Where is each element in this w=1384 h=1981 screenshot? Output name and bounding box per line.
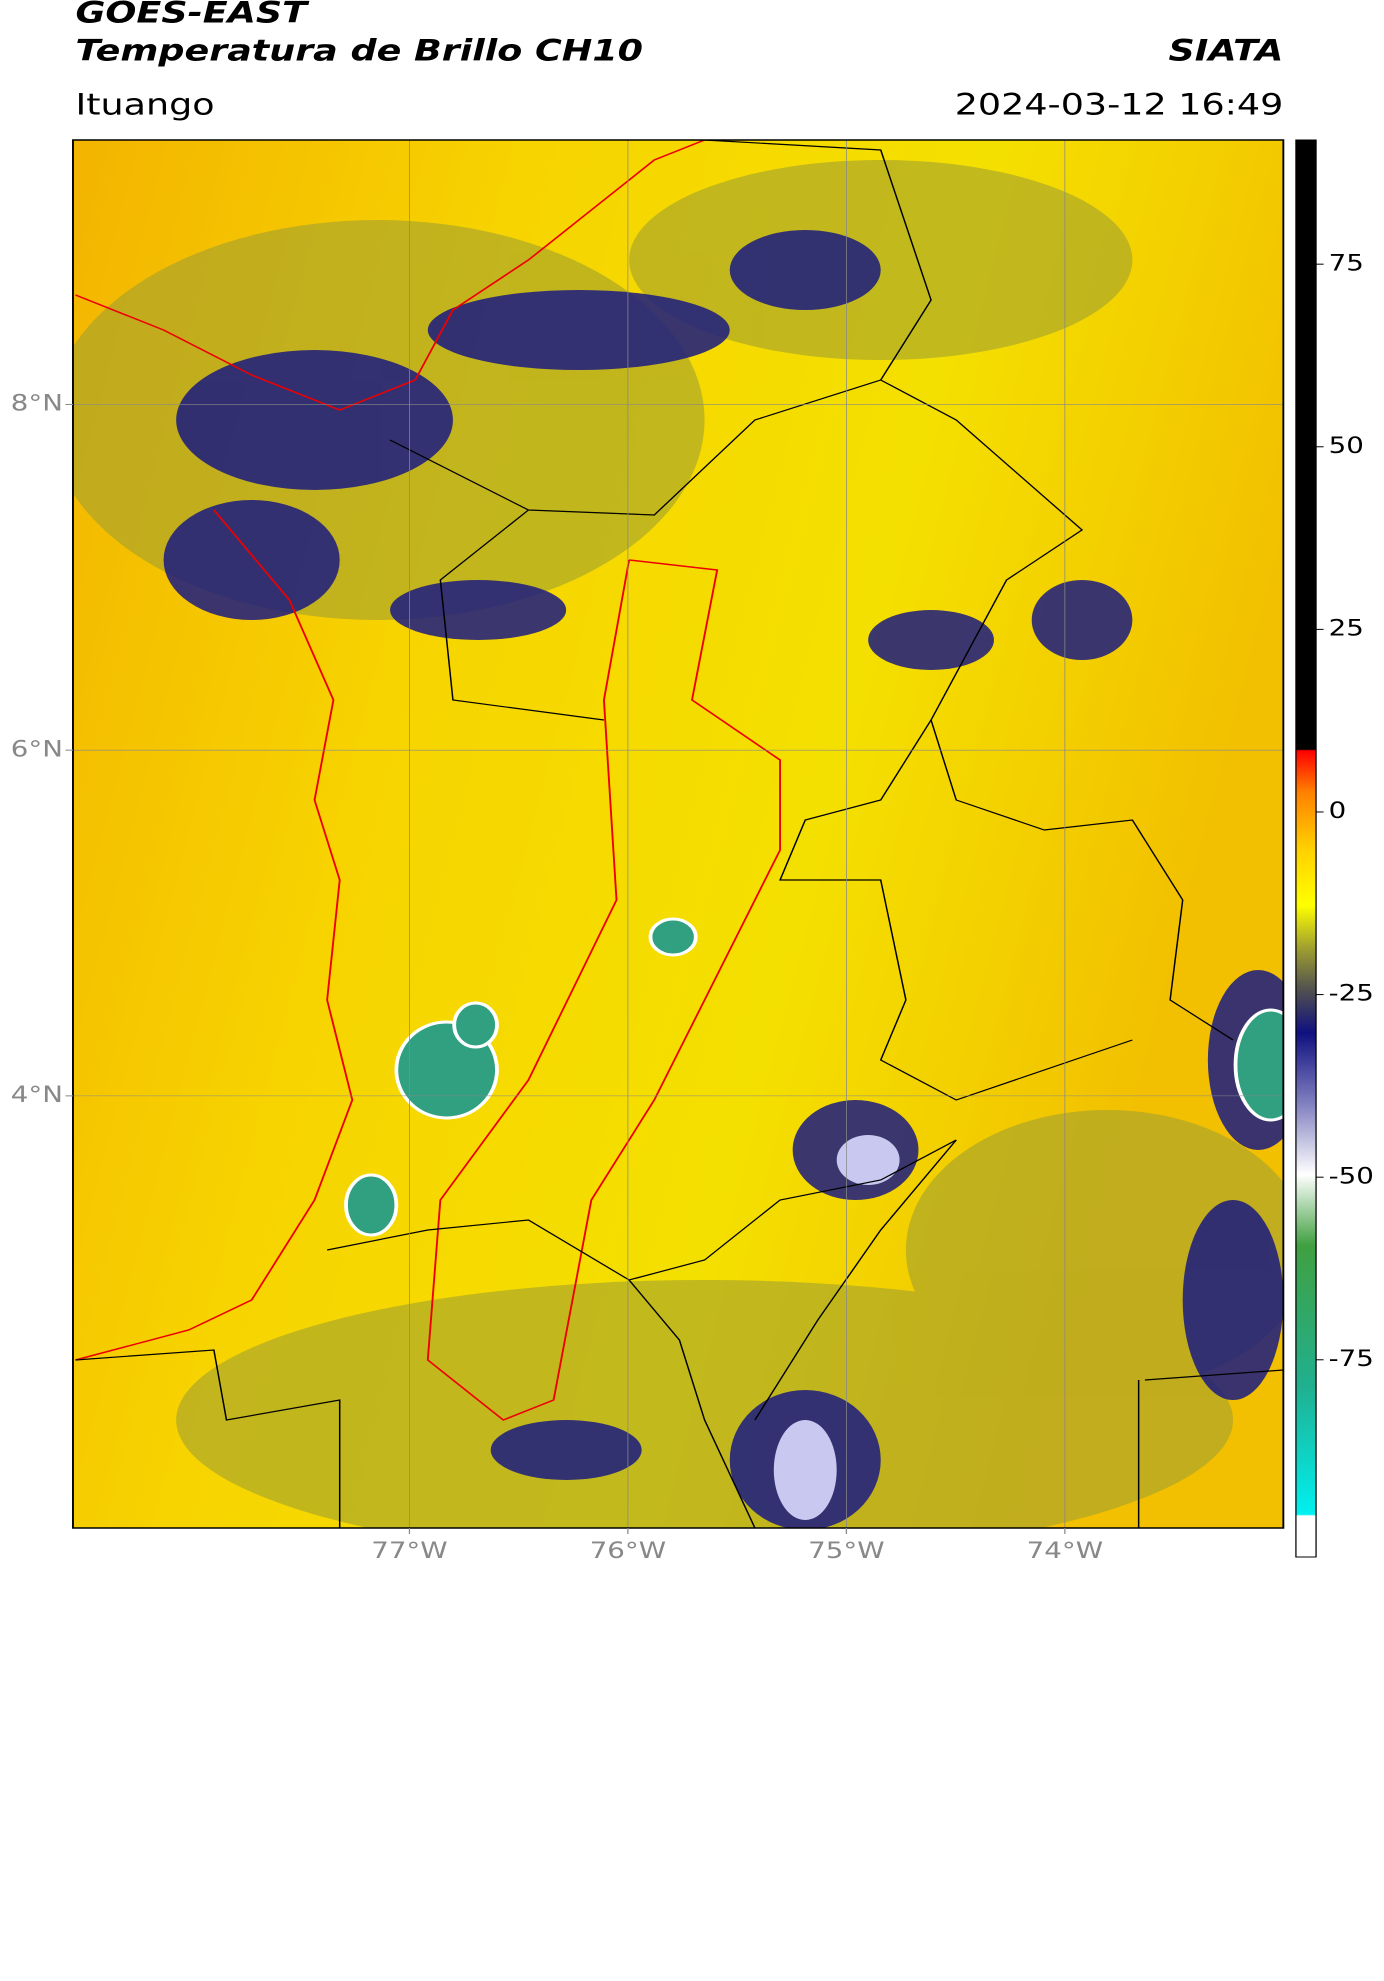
colorbar-tick-label: 75 bbox=[1329, 250, 1364, 276]
location: Ituango bbox=[75, 87, 214, 121]
colorbar-tick-label: -25 bbox=[1329, 981, 1374, 1007]
map-axes: 8°N 6°N 4°N 77°W 76°W 75°W 74°W bbox=[11, 390, 1103, 1563]
lon-label: 74°W bbox=[1027, 1538, 1103, 1564]
colorbar-tick-label: 50 bbox=[1329, 433, 1364, 459]
coastline bbox=[75, 140, 782, 1421]
source: SIATA bbox=[1169, 33, 1284, 67]
lat-label: 8°N bbox=[11, 390, 63, 416]
lat-label: 6°N bbox=[11, 736, 63, 762]
lat-label: 4°N bbox=[11, 1082, 63, 1108]
colorbar-tick-label: 25 bbox=[1329, 615, 1364, 641]
colorbar-tick-label: -50 bbox=[1329, 1163, 1374, 1189]
title: GOES-EAST bbox=[75, 0, 309, 29]
lon-label: 75°W bbox=[808, 1538, 884, 1564]
map-frame bbox=[72, 139, 1285, 1529]
colorbar-tick-label: 0 bbox=[1329, 798, 1347, 824]
graticule bbox=[72, 140, 1284, 1528]
clouds-very-cold bbox=[773, 1135, 900, 1520]
clouds-coldest bbox=[344, 917, 1284, 1237]
lon-label: 77°W bbox=[371, 1538, 447, 1564]
colorbar-ticks: 75 50 25 0 -25 -50 -75 bbox=[1316, 250, 1374, 1371]
datetime: 2024-03-12 16:49 bbox=[955, 87, 1284, 121]
map bbox=[72, 140, 1284, 1528]
colorbar bbox=[1295, 139, 1317, 1558]
borders bbox=[75, 140, 1284, 1528]
colorbar-tick-label: -75 bbox=[1329, 1346, 1374, 1372]
subtitle: Temperatura de Brillo CH10 bbox=[75, 33, 643, 67]
lon-label: 76°W bbox=[590, 1538, 666, 1564]
